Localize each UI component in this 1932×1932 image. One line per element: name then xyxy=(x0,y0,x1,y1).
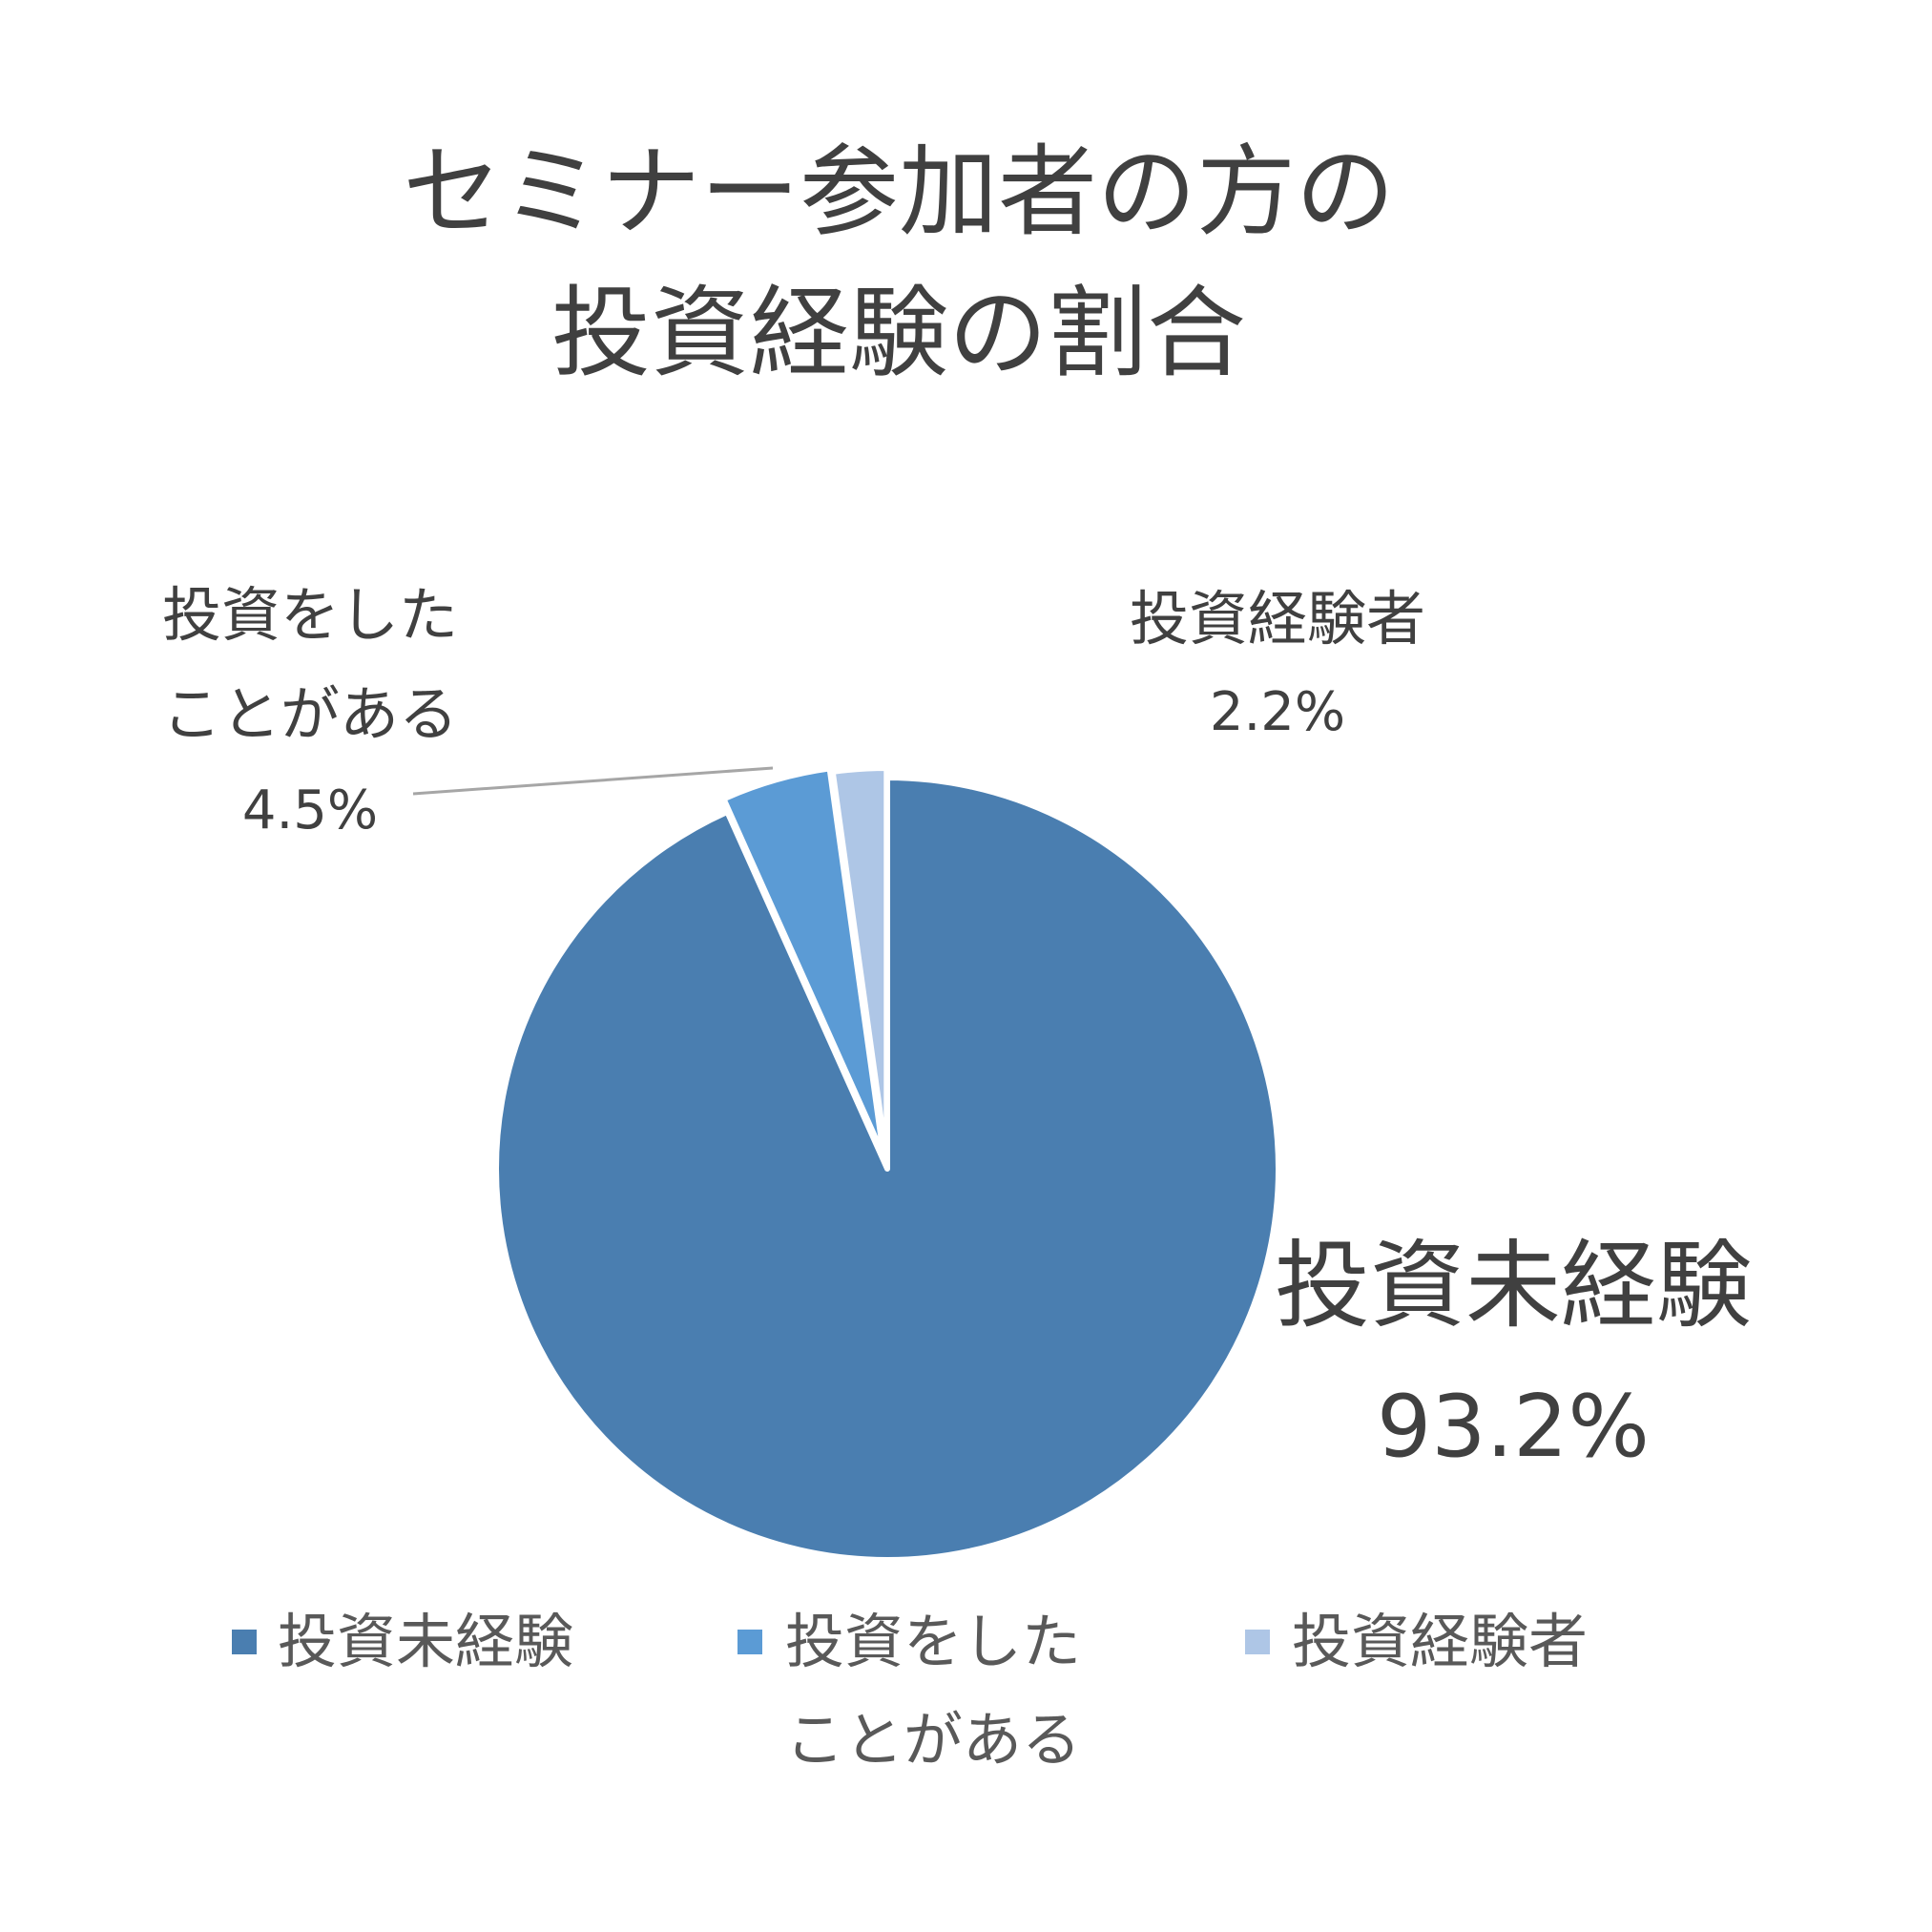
legend-label-slice-1-line-1: 投資をした xyxy=(785,1607,1081,1676)
chart-title: セミナー参加者の方の 投資経験の割合 xyxy=(403,134,1395,391)
chart-title-line-1: セミナー参加者の方の xyxy=(403,134,1395,250)
legend-label-slice-0: 投資未経験 xyxy=(278,1607,573,1676)
data-label-value-slice-2: 2.2% xyxy=(1210,681,1345,743)
data-label-name-slice-2: 投資経験者 xyxy=(1130,584,1425,654)
legend-label-slice-2: 投資経験者 xyxy=(1292,1607,1588,1676)
data-label-slice-2: 投資経験者 2.2% xyxy=(1130,584,1425,743)
data-label-slice-0: 投資未経験 93.2% xyxy=(1275,1230,1752,1477)
legend-item-slice-2: 投資経験者 xyxy=(1245,1607,1588,1676)
legend-item-slice-1: 投資をした ことがある xyxy=(737,1607,1081,1775)
data-label-slice-1: 投資をした ことがある 4.5% xyxy=(162,580,458,841)
pie-slice-1 xyxy=(720,765,887,1159)
legend-item-slice-0: 投資未経験 xyxy=(232,1607,573,1676)
data-label-value-slice-0: 93.2% xyxy=(1377,1377,1650,1477)
data-label-name-slice-0: 投資未経験 xyxy=(1275,1230,1752,1341)
legend-label-slice-1-line-2: ことがある xyxy=(785,1705,1081,1775)
pie-slice-0 xyxy=(493,775,1281,1563)
legend: 投資未経験 投資をした ことがある 投資経験者 xyxy=(232,1607,1588,1775)
chart-title-line-2: 投資経験の割合 xyxy=(551,275,1246,391)
data-label-name-slice-1-line-2: ことがある xyxy=(162,679,458,749)
legend-swatch-slice-1 xyxy=(737,1630,762,1654)
legend-swatch-slice-0 xyxy=(232,1630,257,1654)
data-label-value-slice-1: 4.5% xyxy=(242,779,378,841)
leader-line-slice-1 xyxy=(412,766,774,796)
pie-slices xyxy=(493,765,1281,1563)
legend-swatch-slice-2 xyxy=(1245,1630,1270,1654)
data-label-name-slice-1-line-1: 投資をした xyxy=(162,580,458,650)
pie-slice-2 xyxy=(829,765,890,1163)
